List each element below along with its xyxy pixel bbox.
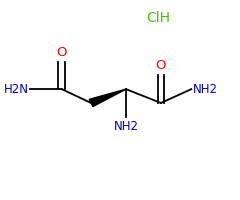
Polygon shape bbox=[89, 89, 126, 107]
Text: H2N: H2N bbox=[4, 83, 29, 96]
Text: ClH: ClH bbox=[147, 11, 171, 25]
Text: O: O bbox=[156, 59, 166, 72]
Text: NH2: NH2 bbox=[192, 83, 217, 96]
Text: O: O bbox=[57, 46, 67, 59]
Text: NH2: NH2 bbox=[114, 120, 138, 133]
